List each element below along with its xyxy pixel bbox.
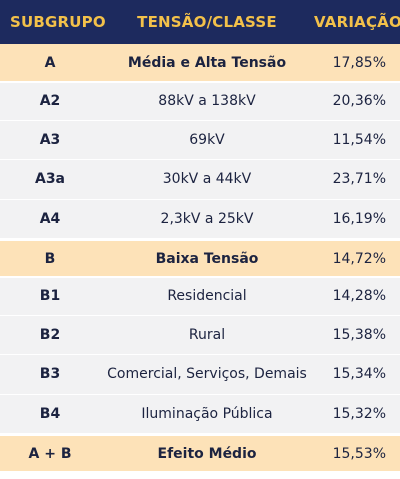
row-subgrupo: B4 [39,405,61,422]
table-header: SUBGRUPO TENSÃO/CLASSE VARIAÇÃO [0,0,400,44]
table-row: A Média e Alta Tensão 17,85% [0,44,400,81]
table-row: A3 69kV 11,54% [0,120,400,160]
table-row: A3a 30kV a 44kV 23,71% [0,160,400,200]
table-row: A4 2,3kV a 25kV 16,19% [0,199,400,239]
row-subgrupo: A3 [39,131,61,148]
header-subgrupo: SUBGRUPO [10,13,106,31]
row-classe: Iluminação Pública [141,405,273,422]
row-subgrupo: B2 [39,326,61,343]
table-row: B3 Comercial, Serviços, Demais 15,34% [0,355,400,395]
row-variacao: 20,36% [332,93,386,110]
row-subgrupo: B1 [39,288,61,305]
row-classe: 30kV a 44kV [162,171,252,188]
row-classe: 88kV a 138kV [158,93,256,110]
row-subgrupo: B [44,250,56,267]
row-variacao: 16,19% [332,210,386,227]
row-classe: Baixa Tensão [155,250,259,267]
table-row: A2 88kV a 138kV 20,36% [0,81,400,121]
row-classe: 69kV [189,131,225,148]
row-subgrupo: A [44,54,56,71]
table-row: B1 Residencial 14,28% [0,276,400,316]
table-row: B Baixa Tensão 14,72% [0,239,400,276]
row-classe: Comercial, Serviços, Demais [107,366,307,383]
table-row: A + B Efeito Médio 15,53% [0,434,400,471]
row-subgrupo: A + B [28,445,72,462]
row-subgrupo: B3 [39,366,61,383]
row-variacao: 23,71% [332,171,386,188]
row-variacao: 14,72% [332,250,386,267]
row-classe: Rural [188,326,226,343]
row-variacao: 15,32% [332,405,386,422]
row-variacao: 15,34% [332,366,386,383]
table-row: B4 Iluminação Pública 15,32% [0,394,400,434]
row-variacao: 15,53% [332,445,386,462]
header-tensao-classe: TENSÃO/CLASSE [137,13,277,31]
row-variacao: 14,28% [332,288,386,305]
header-variacao: VARIAÇÃO [314,13,400,31]
row-subgrupo: A3a [34,171,66,188]
row-subgrupo: A2 [39,93,61,110]
row-classe: Média e Alta Tensão [127,54,287,71]
row-variacao: 11,54% [332,131,386,148]
row-classe: Efeito Médio [157,445,257,462]
row-variacao: 15,38% [332,326,386,343]
row-variacao: 17,85% [332,54,386,71]
row-classe: Residencial [167,288,247,305]
row-classe: 2,3kV a 25kV [160,210,254,227]
table-row: B2 Rural 15,38% [0,315,400,355]
row-subgrupo: A4 [39,210,61,227]
